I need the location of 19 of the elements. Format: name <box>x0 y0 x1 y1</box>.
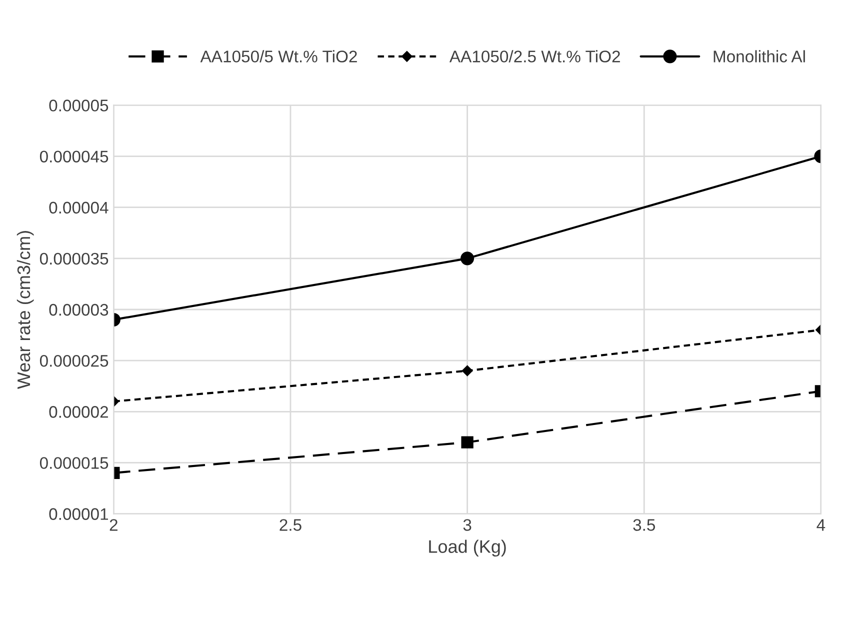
y-axis-title: Wear rate (cm3/cm) <box>16 231 34 390</box>
legend-label: Monolithic Al <box>714 50 805 62</box>
y-tick-label: 0.00005 <box>49 100 108 112</box>
x-tick-label: 3.5 <box>633 519 656 531</box>
y-tick-label: 0.000035 <box>40 252 108 265</box>
y-tick-label: 0.00004 <box>49 202 108 214</box>
y-tick-label: 0.000015 <box>40 457 108 469</box>
x-tick-label: 4 <box>816 519 826 531</box>
y-tick-label: 0.000025 <box>40 354 108 367</box>
y-tick-label: 0.00002 <box>49 406 108 418</box>
x-tick-label: 2.5 <box>280 519 302 531</box>
legend-label: AA1050/5 Wt.% TiO2 <box>200 50 357 62</box>
y-tick-label: 0.00003 <box>49 304 108 316</box>
x-axis-title: Load (Kg) <box>429 540 506 557</box>
y-tick-label: 0.00001 <box>49 508 108 520</box>
x-tick-label: 2 <box>110 519 118 531</box>
x-tick-label: 3 <box>463 519 472 531</box>
y-tick-label: 0.000045 <box>40 150 108 162</box>
legend-label: AA1050/2.5 Wt.% TiO2 <box>449 50 620 62</box>
